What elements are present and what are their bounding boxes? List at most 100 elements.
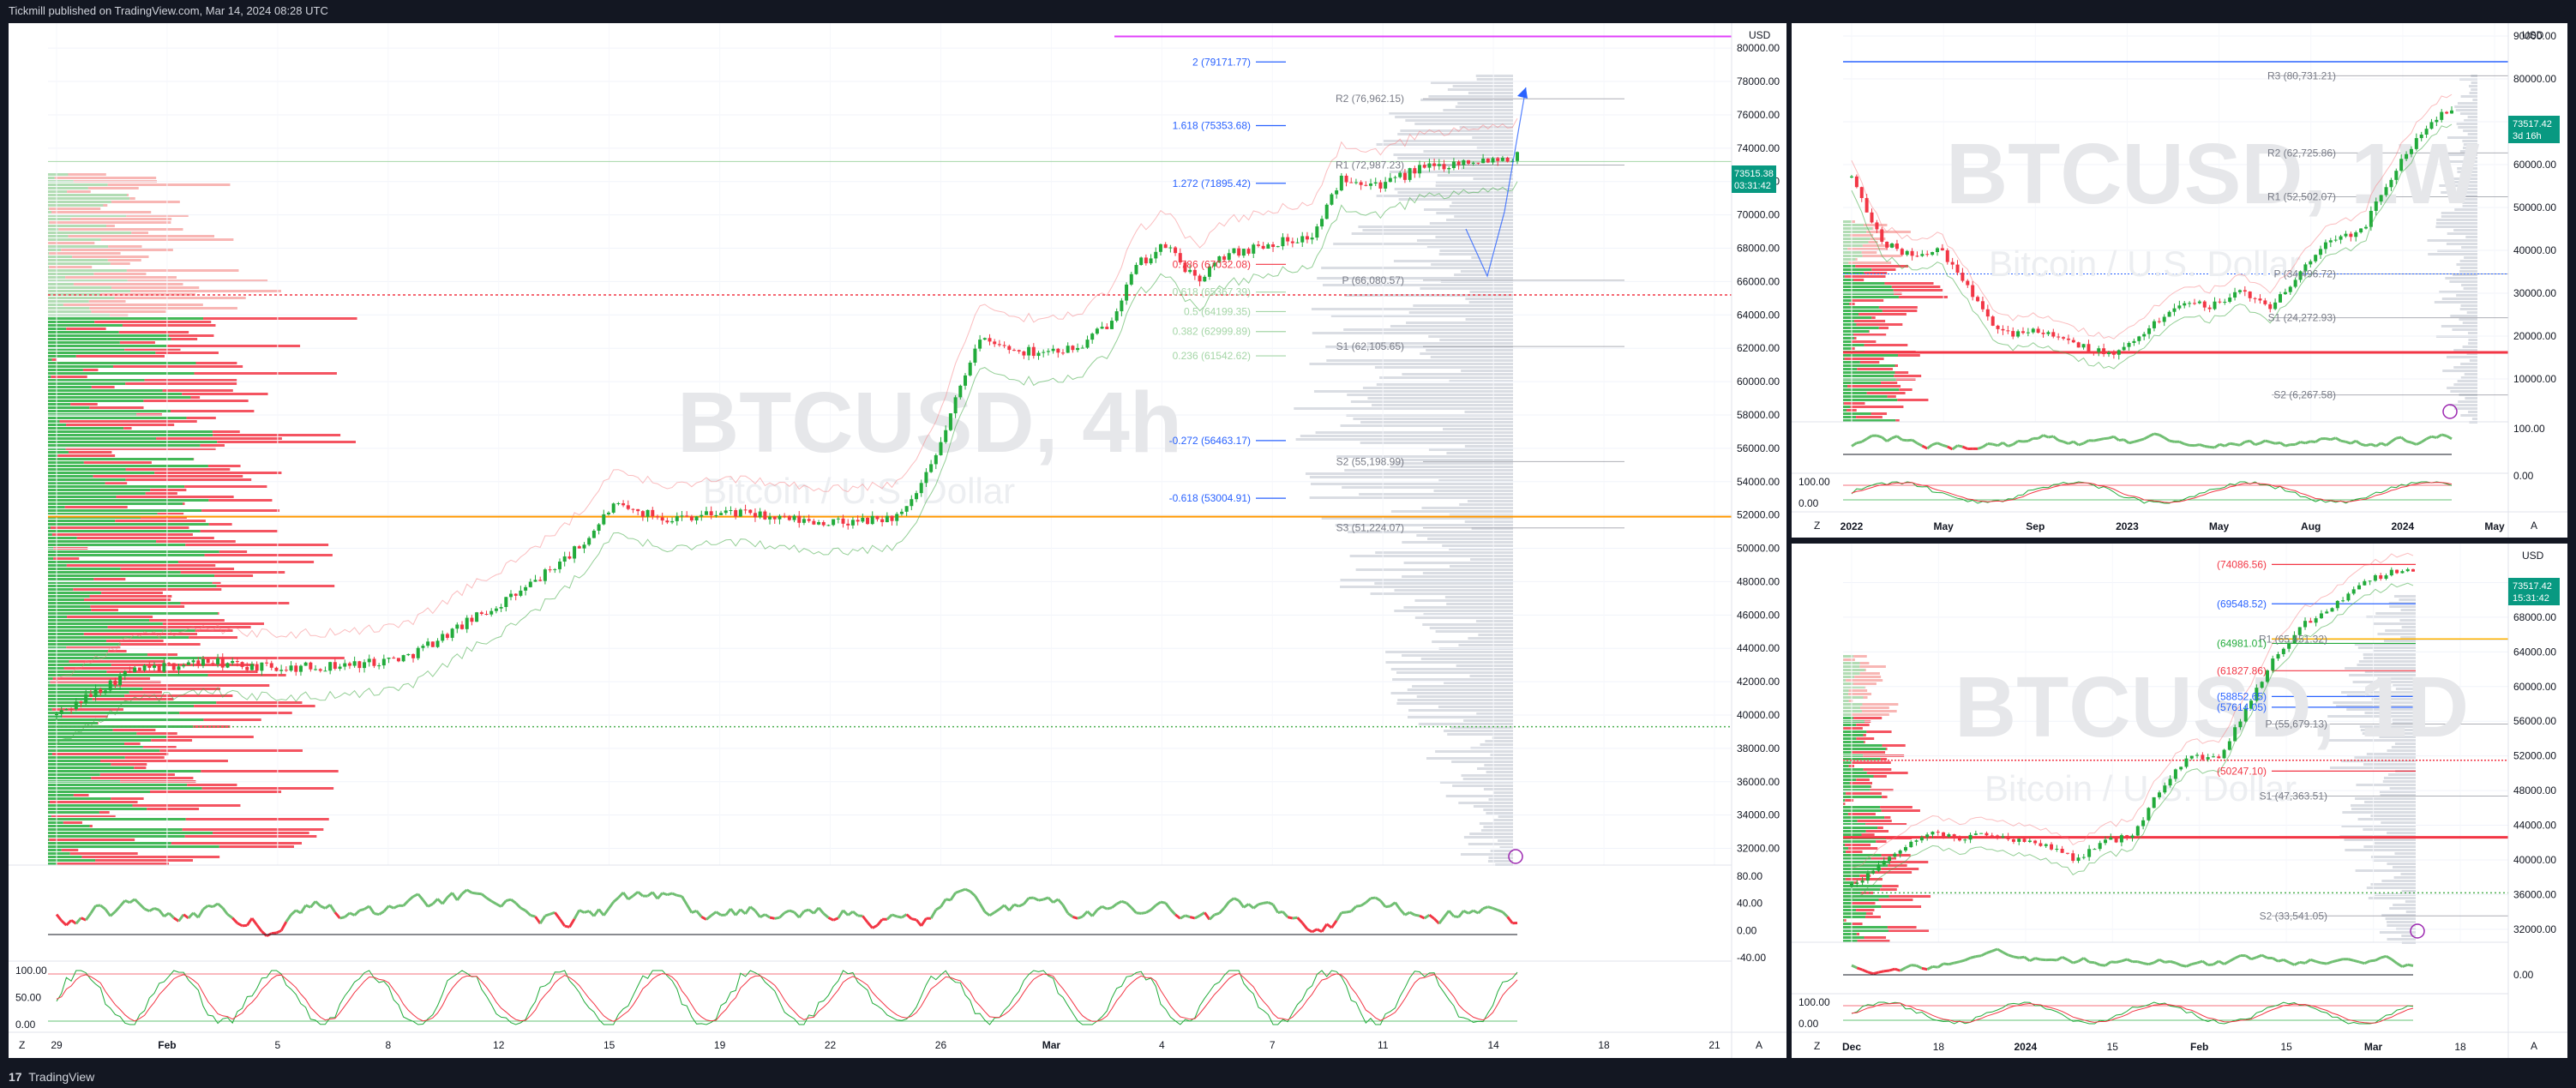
volume-profile-bar bbox=[1479, 822, 1513, 825]
zoom-button[interactable]: Z bbox=[1814, 1040, 1820, 1052]
auto-scale-button[interactable]: A bbox=[2531, 520, 2537, 532]
zoom-button[interactable]: Z bbox=[1814, 520, 1820, 532]
rsi-line-segment bbox=[2229, 957, 2236, 963]
left-profile-down-bar bbox=[120, 568, 235, 570]
left-profile-down-bar bbox=[219, 845, 294, 848]
rsi-line-segment bbox=[876, 918, 884, 927]
candle-body bbox=[2142, 334, 2147, 337]
volume-profile-bar bbox=[1433, 490, 1513, 492]
volume-profile-bar bbox=[1414, 123, 1513, 125]
left-profile-up-bar bbox=[48, 355, 76, 358]
rsi-line-segment bbox=[1355, 904, 1361, 908]
left-profile-up-bar bbox=[48, 362, 196, 364]
rsi-line-segment bbox=[250, 917, 258, 926]
rsi-line-segment bbox=[2056, 956, 2063, 962]
candle-body bbox=[1955, 264, 1960, 274]
rsi-line-segment bbox=[2390, 436, 2398, 443]
zoom-button[interactable]: Z bbox=[19, 1039, 25, 1051]
chart-panel-1w[interactable]: BTCUSD, 1W Bitcoin / U.S. Dollar R3 (80,… bbox=[1792, 23, 2567, 538]
candle-body bbox=[2006, 836, 2010, 839]
rsi-line-segment bbox=[1932, 965, 1938, 969]
chart-svg-1w[interactable]: BTCUSD, 1W Bitcoin / U.S. Dollar R3 (80,… bbox=[1792, 23, 2567, 538]
events-icon[interactable] bbox=[1508, 849, 1523, 864]
brand-label[interactable]: TradingView bbox=[28, 1070, 95, 1084]
volume-profile-bar bbox=[1438, 253, 1513, 255]
auto-scale-button[interactable]: A bbox=[2531, 1040, 2537, 1052]
left-profile-down-bar bbox=[131, 231, 148, 234]
left-profile-up-bar bbox=[48, 526, 51, 529]
candle-body bbox=[2117, 350, 2121, 355]
volume-profile-bar bbox=[2346, 708, 2416, 711]
candle-body bbox=[2330, 608, 2334, 612]
candle-body bbox=[924, 472, 928, 484]
left-profile-up-bar bbox=[48, 273, 94, 275]
volume-profile-bar bbox=[1383, 140, 1513, 142]
volume-profile-bar bbox=[1402, 575, 1513, 578]
left-profile-down-bar bbox=[63, 667, 135, 670]
left-profile-up-bar bbox=[48, 814, 51, 817]
left-profile-down-bar bbox=[159, 749, 303, 752]
candle-body bbox=[2130, 835, 2135, 838]
rsi-line-segment bbox=[2078, 442, 2085, 447]
rsi-line-segment bbox=[2390, 958, 2399, 965]
rsi-axis-label: 100.00 bbox=[2513, 423, 2545, 435]
left-profile-up-bar bbox=[48, 238, 101, 241]
chart-panel-1d[interactable]: BTCUSD, 1D Bitcoin / U.S. Dollar R1 (65,… bbox=[1792, 544, 2567, 1058]
volume-profile-bar bbox=[2370, 883, 2416, 886]
left-profile-down-bar bbox=[1882, 310, 1918, 312]
events-icon[interactable] bbox=[2410, 923, 2425, 939]
volume-profile-bar bbox=[1340, 586, 1513, 588]
candle-body bbox=[2384, 575, 2388, 579]
rsi-line-segment bbox=[822, 912, 830, 919]
candle-body bbox=[993, 341, 997, 345]
chart-svg-1d[interactable]: BTCUSD, 1D Bitcoin / U.S. Dollar R1 (65,… bbox=[1792, 544, 2567, 1058]
left-profile-up-bar bbox=[1843, 751, 1852, 754]
candle-body bbox=[1222, 256, 1227, 260]
volume-profile-bar bbox=[2453, 407, 2477, 410]
rsi-line-segment bbox=[104, 908, 111, 917]
volume-profile-bar bbox=[1461, 370, 1513, 372]
volume-profile-bar bbox=[1295, 438, 1513, 441]
rsi-line-segment bbox=[378, 910, 385, 916]
left-profile-up-bar bbox=[48, 194, 128, 196]
chart-svg-4h[interactable]: BTCUSD, 4h Bitcoin / U.S. Dollar 2 (7917… bbox=[9, 23, 1786, 1058]
chart-panel-4h[interactable]: BTCUSD, 4h Bitcoin / U.S. Dollar 2 (7917… bbox=[9, 23, 1786, 1058]
left-profile-up-bar bbox=[1843, 310, 1882, 312]
volume-profile-bar bbox=[2444, 160, 2477, 163]
auto-scale-button[interactable]: A bbox=[1756, 1039, 1762, 1051]
rsi-line-segment bbox=[441, 896, 449, 905]
left-profile-up-bar bbox=[1843, 220, 1852, 223]
rsi-line-segment bbox=[1982, 442, 1989, 448]
candle-body bbox=[870, 515, 874, 525]
candle-body bbox=[1979, 833, 1984, 834]
left-profile-up-bar bbox=[48, 797, 111, 800]
rsi-line-segment bbox=[2420, 437, 2428, 443]
left-profile-down-bar bbox=[112, 729, 156, 731]
left-profile-down-bar bbox=[1856, 416, 1882, 418]
rsi-line-segment bbox=[1506, 916, 1514, 924]
rsi-line-segment bbox=[138, 903, 146, 911]
candle-body bbox=[792, 515, 796, 520]
events-icon[interactable] bbox=[2442, 404, 2458, 419]
left-profile-up-bar bbox=[1843, 929, 1888, 932]
candle-body bbox=[274, 667, 279, 671]
left-profile-down-bar bbox=[126, 269, 239, 272]
volume-profile-bar bbox=[1340, 579, 1513, 581]
candle-body bbox=[2419, 134, 2423, 139]
left-profile-down-bar bbox=[184, 485, 267, 488]
left-profile-up-bar bbox=[1843, 926, 1888, 929]
rsi-line-segment bbox=[1047, 896, 1054, 904]
candle-body bbox=[1324, 204, 1329, 219]
rsi-line-segment bbox=[480, 893, 488, 899]
left-profile-down-bar bbox=[157, 513, 184, 515]
left-profile-up-bar bbox=[48, 530, 201, 532]
left-profile-up-bar bbox=[1843, 899, 1879, 901]
tradingview-logo-icon: 17 bbox=[9, 1070, 22, 1084]
left-profile-up-bar bbox=[1843, 399, 1898, 401]
rsi-line-segment bbox=[607, 901, 615, 910]
candle-body bbox=[968, 362, 972, 376]
volume-profile-bar bbox=[1455, 105, 1513, 108]
pivot-label: S2 (6,267.58) bbox=[2273, 389, 2336, 401]
rsi-line-segment bbox=[1042, 896, 1049, 901]
rsi-line-segment bbox=[2082, 439, 2090, 445]
